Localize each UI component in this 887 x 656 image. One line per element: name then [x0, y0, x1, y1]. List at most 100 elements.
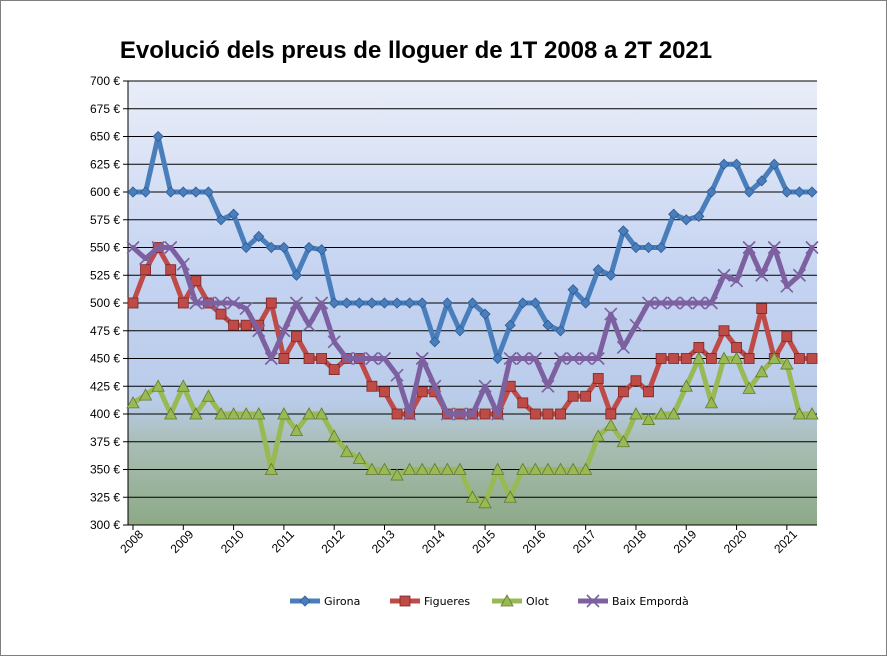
data-point: [617, 225, 629, 237]
data-point: [617, 386, 629, 398]
data-point: [314, 407, 329, 420]
data-point: [668, 353, 680, 364]
data-point: [454, 325, 466, 337]
data-point: [352, 451, 367, 464]
legend: Girona Figueres Olot Baix Empordà: [290, 594, 689, 608]
data-point: [654, 296, 668, 310]
data-point: [239, 407, 253, 420]
data-point: [453, 462, 467, 475]
data-point: [554, 325, 567, 337]
data-point: [680, 214, 692, 226]
series-0: [127, 130, 818, 365]
data-point: [504, 319, 516, 331]
data-point: [240, 319, 252, 331]
data-point: [742, 240, 756, 255]
data-point: [516, 462, 530, 475]
data-point: [353, 297, 365, 309]
data-point: [655, 353, 667, 364]
x-tick-label: 2011: [269, 527, 297, 555]
data-point: [277, 407, 291, 420]
data-point: [516, 351, 530, 366]
data-point: [428, 379, 442, 393]
data-point: [278, 241, 290, 254]
data-point: [228, 208, 240, 220]
data-point: [302, 407, 316, 420]
data-point: [605, 408, 617, 420]
data-point: [214, 296, 228, 310]
data-point: [139, 252, 153, 266]
legend-marker: [399, 595, 411, 607]
data-point: [365, 351, 379, 366]
data-point: [693, 341, 705, 353]
data-point: [265, 297, 277, 309]
data-point: [403, 407, 417, 421]
data-point: [152, 130, 164, 143]
data-point: [655, 241, 667, 254]
data-point: [717, 268, 731, 282]
y-tick-label: 375 €: [90, 435, 120, 449]
data-point: [190, 186, 202, 198]
data-point: [553, 351, 568, 366]
data-point: [214, 407, 228, 420]
y-tick-label: 350 €: [90, 463, 120, 477]
chart-title: Evolució dels preus de lloguer de 1T 200…: [120, 37, 712, 64]
data-point: [491, 407, 505, 421]
data-point: [616, 434, 631, 448]
data-point: [302, 318, 316, 332]
data-point: [264, 351, 278, 366]
data-point: [465, 407, 480, 421]
data-point: [503, 490, 517, 503]
legend-marker: [500, 594, 514, 607]
data-point: [630, 241, 642, 254]
data-point: [592, 264, 604, 276]
data-point: [792, 407, 807, 420]
legend-label: Girona: [324, 595, 360, 608]
x-tick-label: 2018: [620, 527, 649, 556]
data-point: [127, 186, 139, 198]
data-point: [416, 297, 428, 309]
data-point: [629, 407, 643, 420]
data-point: [366, 297, 378, 309]
data-point: [718, 325, 730, 337]
legend-label: Olot: [526, 595, 549, 608]
y-tick-label: 700 €: [90, 74, 120, 88]
data-point: [189, 296, 203, 310]
data-point: [578, 462, 593, 475]
data-point: [265, 241, 277, 254]
data-point: [428, 462, 442, 475]
data-point: [517, 297, 529, 309]
x-tick-label: 2008: [117, 527, 146, 556]
y-tick-label: 600 €: [90, 185, 120, 199]
data-point: [780, 279, 794, 293]
data-point: [654, 407, 668, 420]
data-point: [327, 335, 341, 349]
data-point: [441, 297, 453, 309]
data-point: [215, 308, 227, 320]
data-point: [555, 408, 566, 420]
data-point: [138, 388, 153, 401]
data-point: [378, 297, 391, 309]
data-point: [201, 296, 216, 310]
data-point: [176, 379, 190, 392]
data-point: [415, 462, 429, 475]
data-point: [742, 381, 756, 394]
data-point: [756, 303, 768, 314]
legend-marker: [586, 594, 600, 608]
data-point: [503, 351, 517, 366]
data-point: [391, 297, 403, 309]
data-point: [629, 318, 643, 332]
x-tick-label: 2013: [369, 527, 398, 556]
data-point: [680, 353, 692, 364]
data-point: [127, 297, 139, 309]
data-point: [303, 353, 315, 364]
data-point: [479, 308, 491, 320]
data-point: [465, 490, 480, 503]
data-point: [731, 341, 742, 353]
data-point: [379, 386, 390, 398]
x-tick-label: 2009: [168, 527, 197, 556]
data-point: [490, 462, 505, 475]
data-point: [641, 412, 656, 425]
data-point: [340, 444, 354, 458]
data-point: [579, 351, 593, 366]
data-point: [278, 353, 290, 364]
